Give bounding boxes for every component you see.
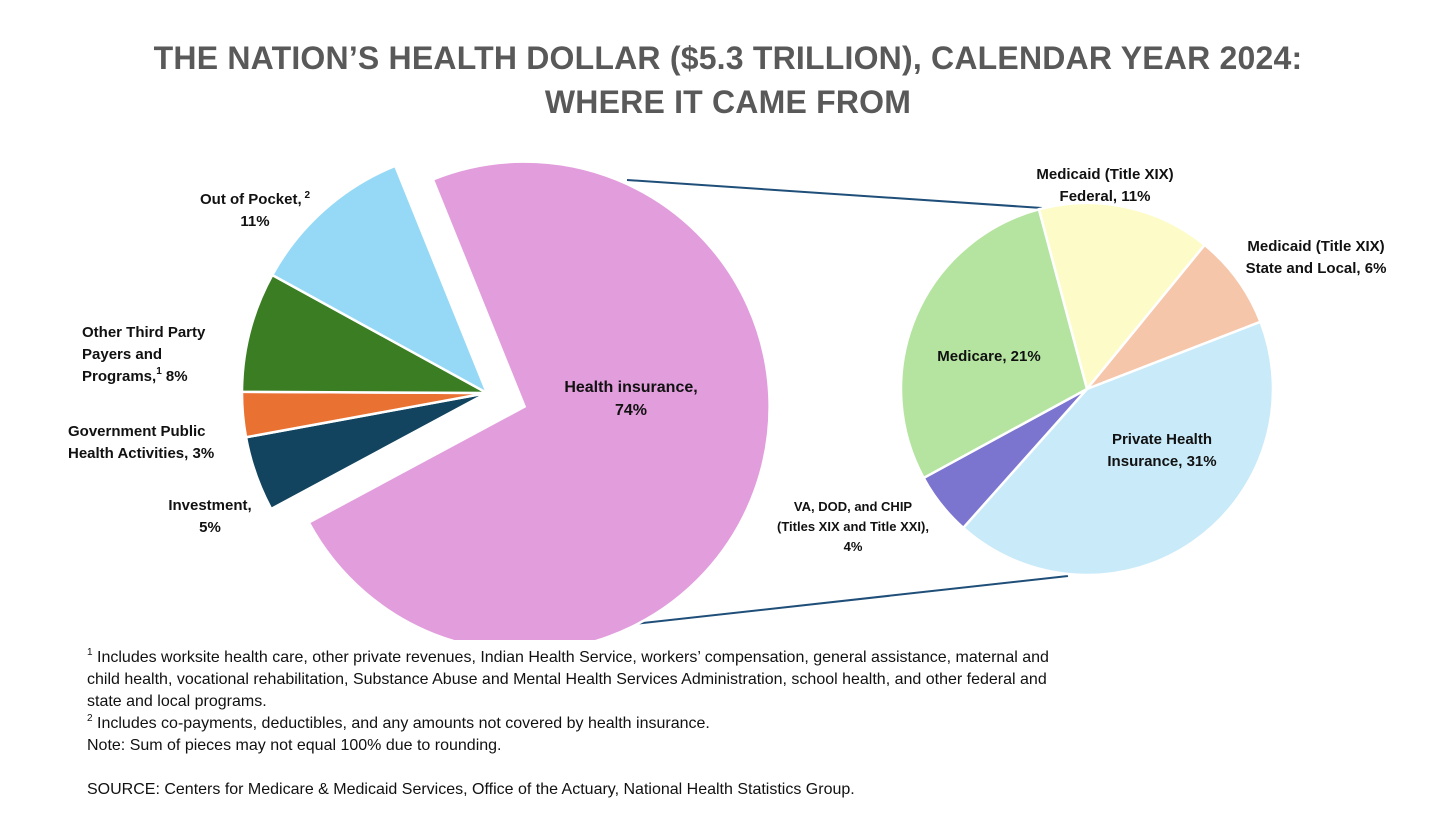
small-pie-slice-medicaid-title-xix-state-and-local [1083,243,1263,392]
chart-title: THE NATION’S HEALTH DOLLAR ($5.3 TRILLIO… [0,36,1456,124]
big-pie-label-other-third-party-payers-and-programs: Other Third Party Payers and Programs,1 8% [82,324,206,385]
big-pie-slice-other-third-party-payers-and-programs [240,273,488,395]
footnote-1-line-1: 1 Includes worksite health care, other p… [87,647,1207,669]
footnote-1-line-3: state and local programs. [87,693,267,710]
big-pie-label-investment: Investment, 5% [168,497,251,536]
small-pie-label-medicare: Medicare, 21% [937,348,1040,365]
footnote-2: 2 Includes co-payments, deductibles, and… [87,713,1207,735]
title-line-2: WHERE IT CAME FROM [544,84,912,120]
big-pie-label-out-of-pocket: Out of Pocket, 2 11% [200,190,310,230]
footnote-1-line-2: child health, vocational rehabilitation,… [87,671,1047,688]
connector-line-bottom [597,575,1069,629]
footnote-1-text: Includes worksite health care, other pri… [97,649,1049,666]
source-note: SOURCE: Centers for Medicare & Medicaid … [87,781,855,798]
small-pie-label-private-health-insurance: Private Health Insurance, 31% [1107,431,1216,470]
big-pie-label-health-insurance: Health insurance, 74% [564,379,697,419]
footnote-2-marker: 2 [87,713,93,724]
small-pie-label-medicaid-title-xix-federal: Medicaid (Title XIX) Federal, 11% [1036,166,1173,205]
small-pie-slice-medicare [899,207,1089,480]
footnote-2-text: Includes co-payments, deductibles, and a… [97,715,710,732]
big-pie-slice-health-insurance [307,160,771,640]
rounding-note: Note: Sum of pieces may not equal 100% d… [87,737,502,754]
title-line-1: THE NATION’S HEALTH DOLLAR ($5.3 TRILLIO… [153,40,1303,76]
big-pie-label-government-public-health-activities: Government Public Health Activities, 3% [68,423,214,462]
big-pie-slice-out-of-pocket [270,164,490,396]
small-pie-label-va-dod-and-chip-titles-xix-and-title-xxi: VA, DOD, and CHIP (Titles XIX and Title X… [777,499,929,554]
connector-line-top [626,179,1043,209]
small-pie-label-medicaid-title-xix-state-and-local: Medicaid (Title XIX) State and Local, 6% [1246,238,1387,277]
pie-charts: Health insurance, 74% Investment, 5% Governm… [68,160,1387,640]
small-pie-slice-medicaid-title-xix-federal [1037,201,1207,392]
footnote-1-marker: 1 [87,647,93,658]
footnotes: 1 Includes worksite health care, other p… [87,647,1207,801]
small-pie-slice-private-health-insurance [961,320,1275,577]
